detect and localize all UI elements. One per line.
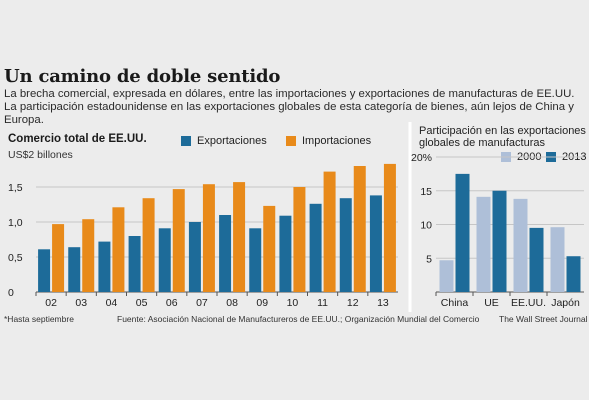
share-chart-bar-2013 — [455, 173, 470, 292]
trade-chart-bar-importaciones — [263, 205, 276, 292]
trade-chart-bar-exportaciones — [68, 247, 81, 292]
share-chart-ytick-label: 10 — [420, 220, 432, 232]
trade-chart-bar-importaciones — [112, 207, 125, 292]
share-chart-ytick-label: 20% — [411, 152, 432, 164]
share-chart-bar-2000 — [550, 227, 565, 292]
share-chart-ytick-label: 5 — [426, 253, 432, 265]
trade-chart-bar-exportaciones — [339, 198, 352, 292]
trade-chart-ytick-label: 0 — [8, 287, 14, 299]
legend-imports: Importaciones — [286, 135, 371, 147]
left-chart-unit: US$2 billones — [8, 149, 73, 161]
trade-chart-bar-importaciones — [202, 184, 215, 292]
trade-chart-bar-importaciones — [293, 187, 306, 292]
trade-chart-bar-importaciones — [172, 189, 185, 292]
trade-chart-bar-exportaciones — [369, 195, 382, 292]
trade-chart-bar-importaciones — [52, 224, 65, 292]
page-bottom — [0, 332, 589, 400]
share-chart-bar-2000 — [439, 260, 454, 292]
legend-imports-label: Importaciones — [302, 135, 372, 147]
share-chart-bar-2013 — [566, 256, 581, 292]
share-chart-xtick-label: Japón — [551, 297, 580, 309]
legend-exports-label: Exportaciones — [197, 135, 267, 147]
trade-chart-xtick-label: 07 — [196, 297, 208, 309]
trade-chart-xtick-label: 08 — [226, 297, 238, 309]
share-chart-bar-2000 — [513, 198, 528, 292]
trade-chart-bar-exportaciones — [158, 228, 171, 292]
share-chart-xtick-label: UE — [484, 297, 499, 309]
trade-chart-xtick-label: 12 — [347, 297, 359, 309]
share-chart-bar-2013 — [492, 190, 507, 292]
share-chart-bar-2000 — [476, 196, 491, 292]
right-chart-title: Participación en las exportaciones globa… — [419, 125, 586, 149]
page-top — [0, 0, 589, 57]
chart-subtitle: La brecha comercial, expresada en dólare… — [4, 88, 575, 126]
share-chart-ytick-label: 15 — [420, 186, 432, 198]
trade-chart-xtick-label: 10 — [287, 297, 299, 309]
trade-chart-bar-exportaciones — [219, 215, 232, 292]
trade-chart-bar-exportaciones — [249, 228, 262, 292]
legend-exports-swatch — [181, 136, 191, 146]
trade-chart-ytick-label: 0,5 — [8, 252, 23, 264]
trade-chart-ytick-label: 1,0 — [8, 217, 23, 229]
legend-exports: Exportaciones — [181, 135, 267, 147]
trade-chart-bar-exportaciones — [309, 203, 322, 292]
trade-chart-xtick-label: 05 — [136, 297, 148, 309]
trade-chart-xtick-label: 03 — [75, 297, 87, 309]
share-chart-xtick-label: China — [441, 297, 469, 309]
trade-chart-bar-exportaciones — [98, 241, 111, 292]
trade-chart-bar-exportaciones — [188, 222, 201, 292]
share-chart-bar-2013 — [529, 227, 544, 292]
trade-chart-bar-exportaciones — [38, 249, 51, 292]
trade-chart-xtick-label: 02 — [45, 297, 57, 309]
trade-chart-bar-importaciones — [383, 163, 396, 292]
trade-chart-xtick-label: 04 — [106, 297, 118, 309]
share-chart-xtick-label: EE.UU. — [511, 297, 546, 309]
trade-chart-bar-exportaciones — [279, 215, 292, 292]
trade-chart-xtick-label: 06 — [166, 297, 178, 309]
left-chart-title: Comercio total de EE.UU. — [8, 133, 147, 145]
trade-chart-xtick-label: 11 — [317, 297, 328, 309]
trade-chart-bar-importaciones — [82, 219, 95, 292]
trade-chart-ytick-label: 1,5 — [8, 182, 23, 194]
trade-chart-bar-importaciones — [233, 182, 246, 292]
trade-chart-xtick-label: 13 — [377, 297, 389, 309]
credit: The Wall Street Journal — [499, 314, 588, 324]
legend-imports-swatch — [286, 136, 296, 146]
trade-chart-bar-importaciones — [142, 198, 155, 292]
trade-chart-bar-importaciones — [353, 166, 366, 292]
chart-title: Un camino de doble sentido — [4, 66, 281, 87]
trade-chart-bar-exportaciones — [128, 236, 141, 292]
trade-chart-xtick-label: 09 — [256, 297, 268, 309]
footnote: *Hasta septiembre — [4, 314, 74, 324]
trade-chart-bar-importaciones — [323, 171, 336, 292]
source-note: Fuente: Asociación Nacional de Manufactu… — [117, 314, 480, 324]
